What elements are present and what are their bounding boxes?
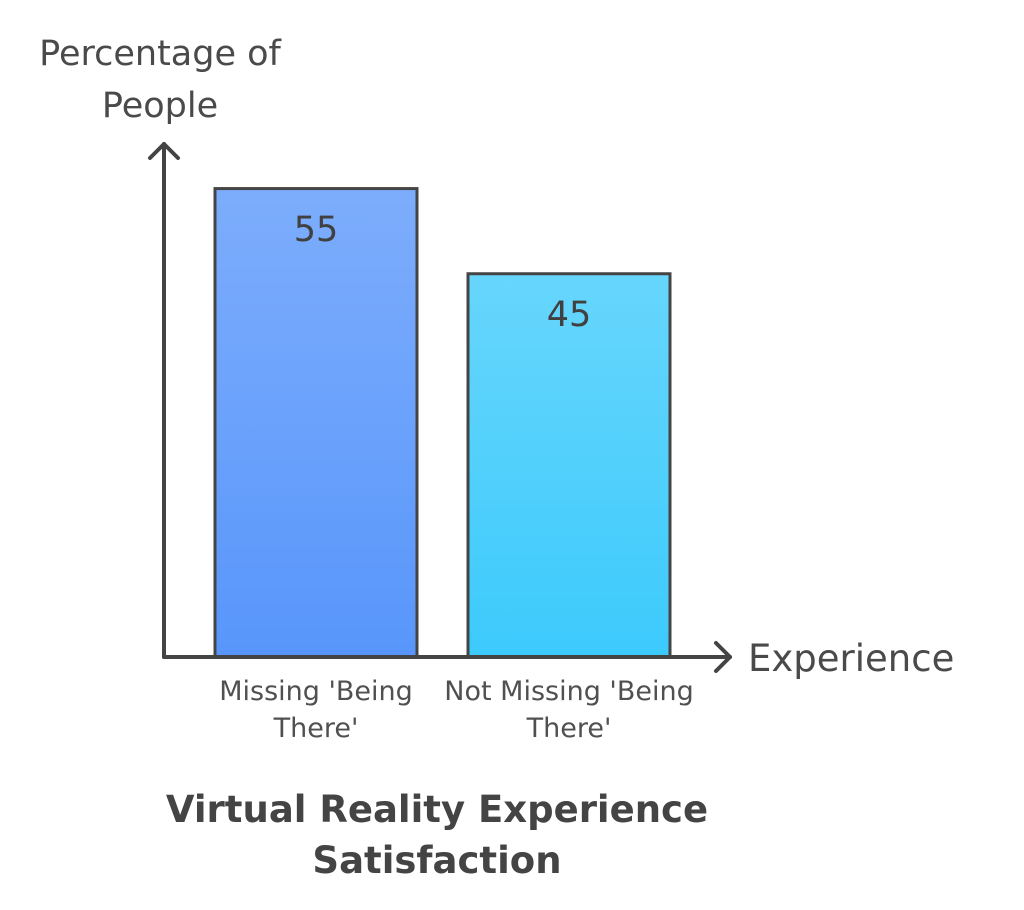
value-label: 55: [293, 209, 339, 250]
bar: [213, 187, 419, 659]
x-tick-label: Missing 'Being There': [219, 676, 413, 744]
y-axis-label: Percentage of People: [39, 34, 281, 126]
x-tick-label: Not Missing 'Being There': [444, 676, 694, 744]
x-axis-label: Experience: [748, 637, 955, 680]
y-axis-arrow: [148, 142, 180, 160]
chart-title: Virtual Reality Experience Satisfaction: [165, 788, 709, 882]
x-axis-arrow: [714, 641, 732, 673]
bar: [466, 272, 672, 659]
value-label: 45: [546, 294, 592, 335]
